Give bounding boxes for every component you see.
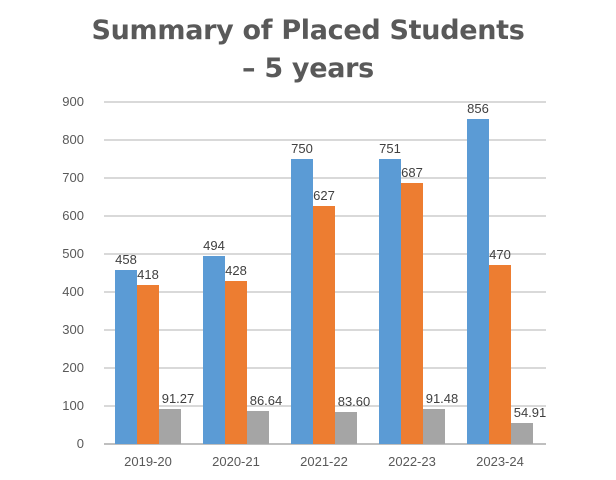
y-tick-label: 300 [62,322,84,337]
bar [511,423,533,444]
data-label: 494 [203,238,225,254]
bar [115,269,137,444]
x-tick-label: 2019-20 [124,454,172,469]
bar [225,281,247,444]
y-tick-label: 100 [62,398,84,413]
y-tick-label: 700 [62,170,84,185]
bar [489,265,511,444]
data-label: 86.64 [249,393,283,409]
bar [467,118,489,444]
gridline [104,139,546,141]
y-tick-label: 400 [62,284,84,299]
data-label: 83.60 [337,394,371,410]
x-tick-label: 2022-23 [388,454,436,469]
bar [203,256,225,444]
data-label: 458 [115,251,137,267]
data-label: 856 [467,100,489,116]
chart-title-line-1: Summary of Placed Students [91,15,525,46]
chart-title-line-2: – 5 years [242,53,374,84]
bar [137,285,159,444]
x-tick-label: 2023-24 [476,454,524,469]
x-tick-label: 2020-21 [212,454,260,469]
y-tick-label: 500 [62,246,84,261]
data-label: 687 [401,164,423,180]
bar [313,205,335,444]
gridline [104,177,546,179]
y-tick-label: 800 [62,132,84,147]
data-label: 750 [291,141,313,156]
y-tick-label: 0 [76,436,84,451]
bar [379,158,401,444]
data-label: 91.48 [425,391,459,407]
data-label: 470 [489,247,511,263]
data-label: 54.91 [513,405,547,421]
chart-title: Summary of Placed Students – 5 years [0,12,616,88]
data-label: 627 [313,187,335,203]
gridline [104,101,546,103]
data-label: 91.27 [161,391,195,407]
plot-area: 458 418 91.27 494 428 86.64 750 627 83.60 751 687 9… [104,100,546,445]
bar [401,182,423,444]
y-tick-label: 600 [62,208,84,223]
bar [335,412,357,444]
gridline [104,443,546,445]
y-tick-label: 200 [62,360,84,375]
data-label: 751 [379,140,401,156]
bar [159,409,181,444]
data-label: 428 [225,263,247,279]
x-tick-label: 2021-22 [300,454,348,469]
bar [291,159,313,444]
bar [423,409,445,444]
y-tick-label: 900 [62,94,84,109]
bar [247,411,269,444]
data-label: 418 [137,267,159,283]
